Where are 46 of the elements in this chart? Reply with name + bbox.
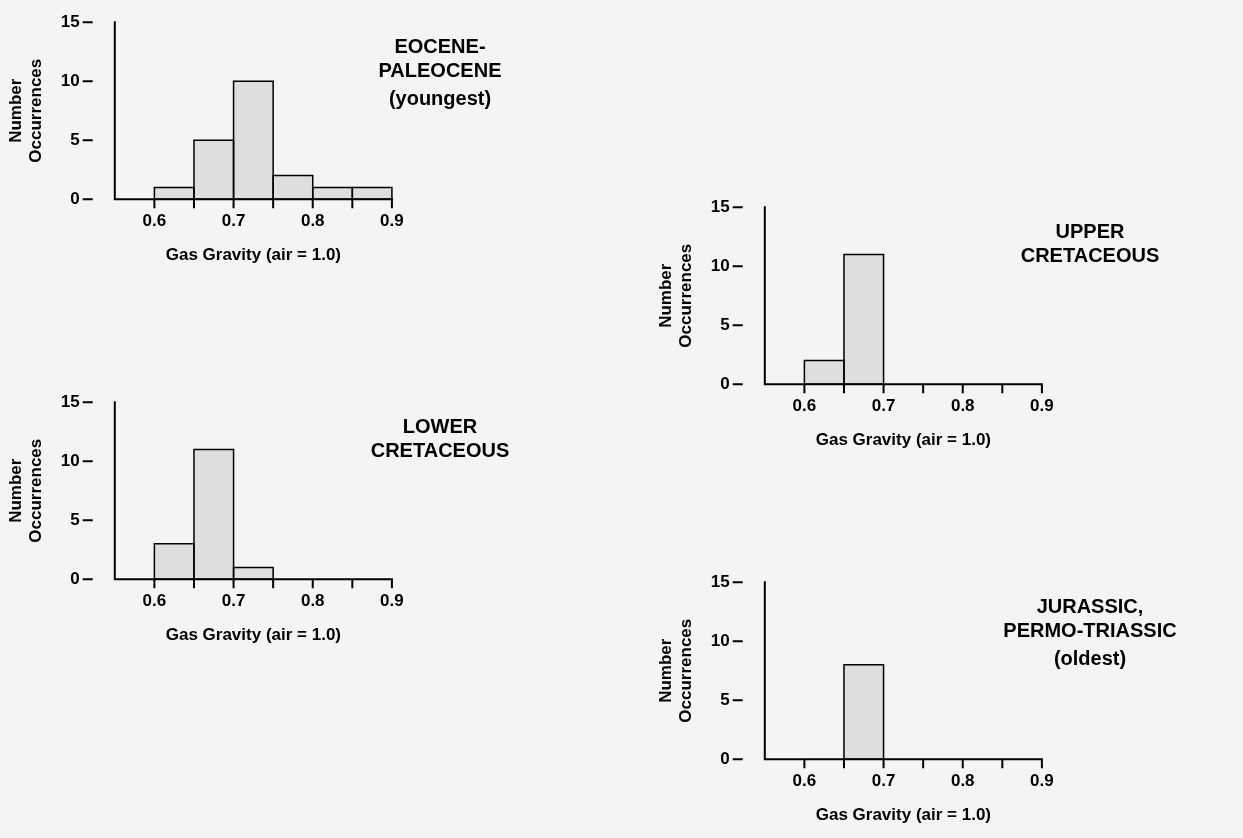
x-tick-label: 0.9 bbox=[1030, 771, 1054, 791]
x-axis-title: Gas Gravity (air = 1.0) bbox=[815, 430, 991, 450]
y-tick-label: 15 bbox=[710, 196, 730, 216]
text: LOWER CRETACEOUS bbox=[370, 414, 510, 463]
x-axis-title: Gas Gravity (air = 1.0) bbox=[165, 245, 341, 265]
x-tick-label: 0.9 bbox=[380, 591, 404, 611]
text: JURASSIC, PERMO-TRIASSIC bbox=[1003, 594, 1177, 643]
text: EOCENE- PALEOCENE bbox=[378, 34, 502, 83]
y-tick-label: 0 bbox=[70, 188, 80, 208]
y-tick-label: 0 bbox=[720, 748, 730, 768]
y-tick-label: 15 bbox=[60, 391, 80, 411]
y-tick-label: 5 bbox=[70, 129, 80, 149]
x-tick-label: 0.6 bbox=[792, 771, 817, 791]
y-tick-label: 5 bbox=[720, 314, 730, 334]
x-axis-title: Gas Gravity (air = 1.0) bbox=[815, 805, 991, 825]
y-tick-label: 15 bbox=[710, 571, 730, 591]
y-tick-label: 5 bbox=[720, 689, 730, 709]
y-tick-label: 15 bbox=[60, 11, 80, 31]
x-tick-label: 0.6 bbox=[142, 211, 167, 231]
y-axis-title: Number Occurrences bbox=[655, 243, 696, 348]
text: UPPER CRETACEOUS bbox=[1020, 219, 1160, 268]
y-tick-label: 0 bbox=[70, 568, 80, 588]
y-tick-label: 10 bbox=[60, 70, 80, 90]
x-tick-label: 0.9 bbox=[380, 211, 404, 231]
x-axis-title: Gas Gravity (air = 1.0) bbox=[165, 625, 341, 645]
x-tick-label: 0.9 bbox=[1030, 396, 1054, 416]
x-tick-label: 0.6 bbox=[142, 591, 167, 611]
y-tick-label: 10 bbox=[710, 255, 730, 275]
y-tick-label: 10 bbox=[710, 630, 730, 650]
y-tick-label: 5 bbox=[70, 509, 80, 529]
x-tick-label: 0.7 bbox=[871, 396, 896, 416]
x-tick-label: 0.7 bbox=[221, 591, 246, 611]
x-tick-label: 0.7 bbox=[871, 771, 896, 791]
text: (youngest) bbox=[387, 86, 493, 111]
x-tick-label: 0.8 bbox=[300, 591, 325, 611]
y-axis-title: Number Occurrences bbox=[655, 618, 696, 723]
x-tick-label: 0.8 bbox=[300, 211, 325, 231]
text: (oldest) bbox=[1052, 646, 1128, 671]
x-tick-label: 0.6 bbox=[792, 396, 817, 416]
y-tick-label: 10 bbox=[60, 450, 80, 470]
y-axis-title: Number Occurrences bbox=[5, 58, 46, 163]
y-axis-title: Number Occurrences bbox=[5, 438, 46, 543]
x-tick-label: 0.8 bbox=[950, 771, 975, 791]
x-tick-label: 0.7 bbox=[221, 211, 246, 231]
y-tick-label: 0 bbox=[720, 373, 730, 393]
x-tick-label: 0.8 bbox=[950, 396, 975, 416]
